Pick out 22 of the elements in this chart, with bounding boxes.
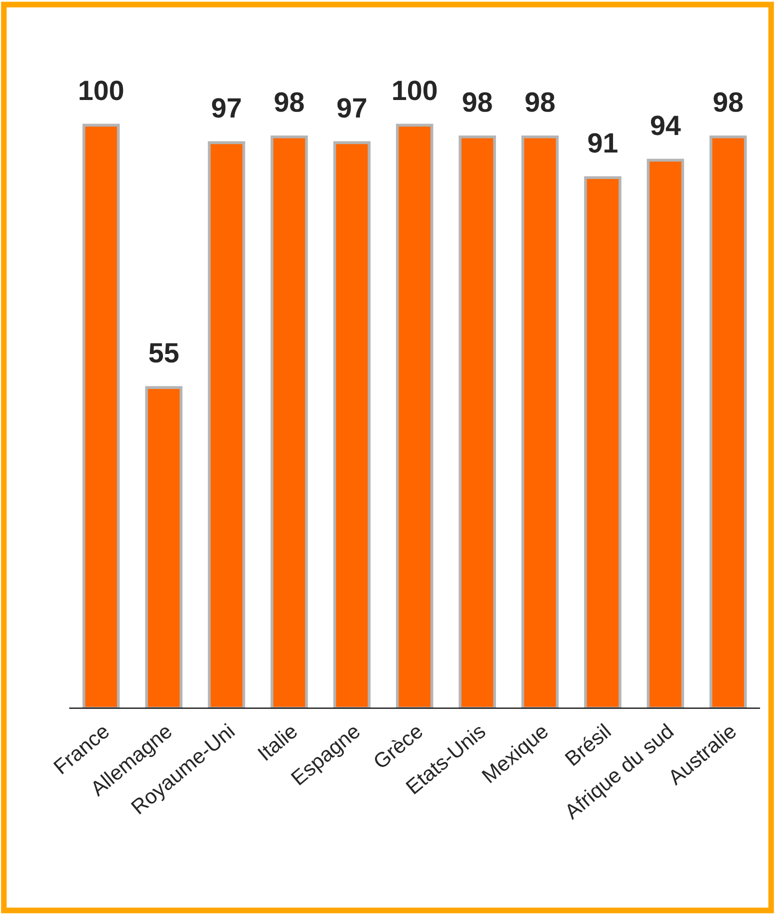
bar xyxy=(710,135,747,708)
bar xyxy=(82,124,120,708)
data-label: 98 xyxy=(526,92,555,112)
bar xyxy=(396,124,434,708)
bar xyxy=(145,386,182,708)
data-label: 98 xyxy=(274,92,304,112)
bar xyxy=(458,135,496,708)
data-label: 91 xyxy=(588,133,618,153)
bar xyxy=(333,141,371,708)
bar xyxy=(270,135,308,708)
bar xyxy=(584,176,622,708)
data-label: 98 xyxy=(714,92,743,112)
data-label: 98 xyxy=(462,92,492,112)
data-label: 94 xyxy=(650,116,681,136)
bar xyxy=(521,135,559,708)
data-label: 55 xyxy=(149,343,178,363)
bar xyxy=(646,158,684,708)
data-label: 100 xyxy=(393,80,437,100)
data-label: 97 xyxy=(337,98,366,118)
data-label: 97 xyxy=(212,98,241,118)
data-label: 100 xyxy=(80,80,124,100)
bar xyxy=(208,141,246,708)
